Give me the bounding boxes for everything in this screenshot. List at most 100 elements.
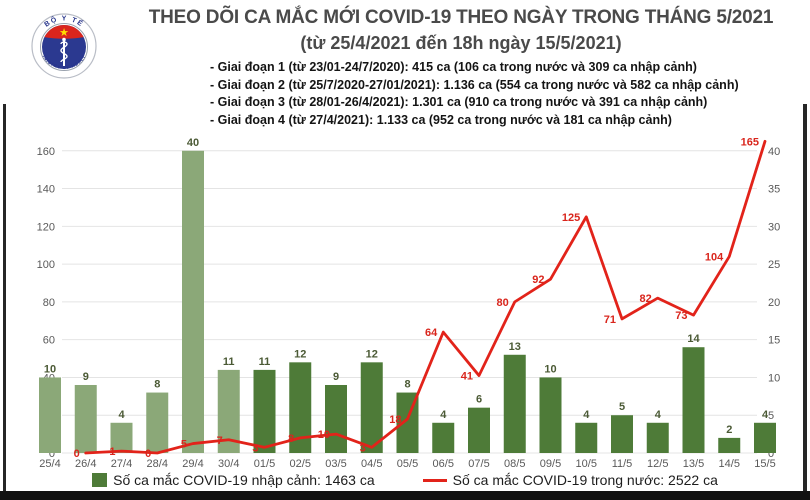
line-value-label: 1 xyxy=(109,446,115,458)
bar xyxy=(646,422,669,453)
line-value-label: 5 xyxy=(181,439,187,451)
bar xyxy=(754,422,776,453)
bar xyxy=(503,354,526,453)
line-value-label: 82 xyxy=(640,293,652,305)
bar xyxy=(539,377,562,453)
x-axis-label: 01/5 xyxy=(254,458,275,470)
frame-left-edge xyxy=(3,104,6,500)
bar-value-label: 13 xyxy=(509,341,521,353)
bar-value-label: 9 xyxy=(333,371,339,383)
right-axis-tick-label: 20 xyxy=(768,297,780,309)
bar-value-label: 6 xyxy=(476,394,482,406)
flag-band xyxy=(42,25,86,39)
bar xyxy=(146,392,169,453)
snake-head xyxy=(62,37,66,42)
left-axis-tick-label: 60 xyxy=(43,335,55,347)
domestic-line-swatch-icon xyxy=(422,478,447,482)
bar-value-label: 10 xyxy=(544,363,556,375)
line-value-label: 0 xyxy=(74,448,80,460)
bar-value-label: 8 xyxy=(154,379,160,391)
x-axis-label: 03/5 xyxy=(325,458,346,470)
page-subtitle: (từ 25/4/2021 đến 18h ngày 15/5/2021) xyxy=(300,33,622,53)
chart-canvas: 0204060801001201401600510152025303540102… xyxy=(37,136,781,470)
ministry-of-health-logo: ★ BỘ Y TẾ MINISTRY OF HEALTH xyxy=(31,13,97,79)
frame-right-edge xyxy=(803,104,807,500)
bar-value-label: 4 xyxy=(583,409,590,421)
bar xyxy=(611,415,633,453)
right-axis-tick-label: 25 xyxy=(768,259,780,271)
line-value-label: 3 xyxy=(360,442,366,454)
bar-value-label: 4 xyxy=(440,409,447,421)
x-axis-label: 02/5 xyxy=(290,458,311,470)
line-value-label: 7 xyxy=(217,435,223,447)
line-value-label: 73 xyxy=(675,310,687,322)
star-icon: ★ xyxy=(59,27,69,39)
right-axis-tick-label: 0 xyxy=(768,448,774,460)
line-value-label: 10 xyxy=(318,429,330,441)
bar-value-label: 4 xyxy=(118,409,125,421)
bar xyxy=(325,384,347,453)
x-axis-label: 15/5 xyxy=(754,458,775,470)
left-axis-tick-label: 120 xyxy=(37,221,55,233)
right-axis-tick-label: 5 xyxy=(768,410,774,422)
x-axis-label: 07/5 xyxy=(468,458,489,470)
line-value-label: 3 xyxy=(252,442,258,454)
x-axis-label: 11/5 xyxy=(612,458,633,470)
bar-value-label: 8 xyxy=(404,379,410,391)
bar-value-label: 12 xyxy=(366,348,378,360)
logo-disc: ★ xyxy=(42,25,86,69)
header: THEO DÕI CA MẮC MỚI COVID-19 THEO NGÀY T… xyxy=(118,6,804,55)
bar-value-label: 14 xyxy=(687,333,700,345)
bar-value-label: 11 xyxy=(259,356,271,368)
bar-value-label: 4 xyxy=(655,409,662,421)
bar-value-label: 40 xyxy=(187,137,199,149)
bar xyxy=(253,369,276,453)
bar xyxy=(718,437,741,453)
x-axis-label: 12/5 xyxy=(647,458,668,470)
line-value-label: 104 xyxy=(705,252,724,264)
bar-value-label: 4 xyxy=(762,409,769,421)
legend-imported-label: Số ca mắc COVID-19 nhập cảnh: 1463 ca xyxy=(113,472,375,488)
x-axis-label: 28/4 xyxy=(147,458,168,470)
bar xyxy=(74,384,97,453)
bar xyxy=(289,362,312,453)
phase-3-line: - Giai đoạn 3 (từ 28/01-26/4/2021): 1.30… xyxy=(210,95,708,109)
bar-value-label: 9 xyxy=(83,371,89,383)
line-value-label: 92 xyxy=(532,274,544,286)
left-axis-tick-label: 80 xyxy=(43,297,55,309)
x-axis-label: 08/5 xyxy=(504,458,525,470)
bar-value-label: 10 xyxy=(44,363,56,375)
x-axis-label: 27/4 xyxy=(111,458,132,470)
domestic-cases-line xyxy=(84,139,767,455)
line-value-label: 80 xyxy=(497,297,509,309)
snake-icon xyxy=(60,41,68,63)
bar xyxy=(217,369,240,453)
legend-item-domestic: Số ca mắc COVID-19 trong nước: 2522 ca xyxy=(422,472,718,488)
x-axis-label: 30/4 xyxy=(218,458,239,470)
left-axis-tick-label: 0 xyxy=(49,448,55,460)
x-axis-label: 09/5 xyxy=(540,458,561,470)
left-axis-tick-label: 160 xyxy=(37,146,55,158)
x-axis-label: 25/4 xyxy=(39,458,60,470)
bar xyxy=(575,422,598,453)
line-value-label: 18 xyxy=(389,414,401,426)
line-value-label: 8 xyxy=(288,433,294,445)
x-axis-label: 14/5 xyxy=(719,458,740,470)
x-axis-label: 04/5 xyxy=(361,458,382,470)
legend-domestic-label: Số ca mắc COVID-19 trong nước: 2522 ca xyxy=(452,472,718,488)
page-title: THEO DÕI CA MẮC MỚI COVID-19 THEO NGÀY T… xyxy=(148,7,774,28)
bar xyxy=(468,407,490,453)
bar-value-label: 12 xyxy=(294,348,306,360)
bar xyxy=(110,422,133,453)
right-axis-tick-label: 30 xyxy=(768,221,780,233)
x-axis-label: 13/5 xyxy=(683,458,704,470)
bar xyxy=(360,362,383,453)
line-value-label: 165 xyxy=(741,136,759,148)
line-value-label: 64 xyxy=(425,327,438,339)
line-value-label: 125 xyxy=(562,212,580,224)
bar xyxy=(432,422,455,453)
phase-summary: - Giai đoạn 1 (từ 23/01-24/7/2020): 415 … xyxy=(210,59,770,129)
phase-2-line: - Giai đoạn 2 (từ 25/7/2020-27/01/2021):… xyxy=(210,77,739,92)
frame-bottom-edge xyxy=(0,491,810,500)
